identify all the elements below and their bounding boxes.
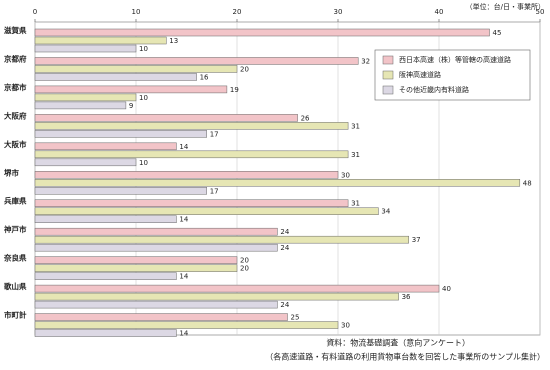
value-label: 32: [361, 57, 370, 65]
bar: [34, 101, 127, 110]
category-label: 京都府: [4, 53, 27, 63]
category-label: 京都市: [4, 82, 27, 92]
value-label: 40: [442, 285, 451, 293]
value-label: 14: [179, 330, 188, 338]
legend-swatch: [382, 70, 394, 80]
category-label: 堺市: [4, 167, 19, 177]
source-line: 資料：物流基礎調査（意向アンケート）: [326, 338, 470, 348]
bar: [34, 73, 197, 81]
value-label: 10: [139, 94, 148, 102]
bar: [34, 300, 278, 309]
bar: [34, 122, 349, 130]
value-label: 24: [280, 301, 289, 309]
bar: [34, 313, 288, 321]
bar: [34, 215, 177, 223]
bar: [34, 142, 177, 151]
legend-label: その他近畿内有料道路: [399, 85, 469, 94]
value-label: 36: [402, 293, 411, 301]
value-label: 16: [200, 73, 209, 81]
value-label: 31: [351, 122, 360, 130]
legend-swatch: [382, 55, 394, 65]
category-label: 市町計: [4, 310, 27, 320]
x-tick-label: 20: [233, 8, 242, 16]
bar: [34, 130, 207, 138]
source-line: （各高速道路・有料道路の利用貨物車台数を回答した事業所のサンプル集計）: [265, 352, 545, 362]
category-label: 大阪府: [4, 110, 27, 120]
unit-note: （単位：台/日・事業所）: [466, 2, 545, 11]
value-label: 13: [169, 37, 178, 45]
value-label: 30: [341, 171, 350, 179]
x-tick-label: 10: [132, 8, 141, 16]
bar: [34, 321, 339, 329]
bar: [34, 329, 177, 337]
bar: [34, 199, 349, 207]
bar: [34, 36, 167, 45]
category-label: 奈良県: [3, 253, 27, 263]
bar: [34, 171, 339, 179]
value-label: 48: [523, 179, 532, 187]
value-label: 14: [179, 273, 188, 281]
bar: [34, 284, 440, 293]
value-label: 37: [412, 236, 421, 244]
bar: [34, 272, 177, 280]
value-label: 14: [179, 216, 188, 224]
bar: [34, 28, 490, 37]
value-label: 31: [351, 200, 360, 208]
bar: [34, 264, 238, 272]
value-label: 30: [341, 322, 350, 330]
bar: [34, 93, 137, 102]
x-tick-label: 0: [33, 8, 37, 16]
value-label: 31: [351, 151, 360, 159]
category-label: 大阪市: [4, 139, 27, 149]
bar: [34, 57, 359, 65]
legend-label: 阪神高速道路: [399, 70, 441, 79]
bar: [34, 235, 409, 244]
value-label: 24: [280, 244, 289, 252]
value-label: 10: [139, 45, 148, 53]
category-label: 歌山県: [4, 281, 27, 291]
bar: [34, 179, 521, 187]
legend-swatch: [382, 85, 394, 95]
bar: [34, 158, 137, 167]
bar: [34, 65, 238, 73]
value-label: 20: [240, 65, 249, 73]
bar: [34, 227, 278, 236]
value-label: 17: [210, 187, 219, 195]
value-label: 19: [230, 86, 239, 94]
value-label: 9: [129, 102, 133, 110]
value-label: 20: [240, 257, 249, 265]
value-label: 10: [139, 159, 148, 167]
x-tick-label: 40: [435, 8, 444, 16]
bar: [34, 44, 137, 53]
bar: [34, 256, 238, 264]
legend-label: 西日本高速（株）等管轄の高速道路: [399, 55, 511, 64]
bar: [34, 150, 349, 159]
x-tick-label: 30: [334, 8, 343, 16]
category-label: 兵庫県: [4, 196, 27, 206]
value-label: 25: [291, 314, 300, 322]
category-label: 神戸市: [4, 224, 27, 234]
bar: [34, 187, 207, 195]
x-tick-label: 50: [536, 8, 545, 16]
bar: [34, 114, 298, 122]
bar: [34, 243, 278, 252]
bar: [34, 292, 399, 301]
value-label: 26: [301, 114, 310, 122]
value-label: 24: [280, 228, 289, 236]
bar: [34, 85, 228, 94]
value-label: 20: [240, 265, 249, 273]
value-label: 34: [381, 208, 390, 216]
legend-box: [374, 49, 531, 101]
category-label: 滋賀県: [4, 25, 27, 35]
value-label: 45: [493, 29, 502, 37]
bar: [34, 207, 379, 215]
value-label: 17: [210, 130, 219, 138]
value-label: 14: [179, 143, 188, 151]
